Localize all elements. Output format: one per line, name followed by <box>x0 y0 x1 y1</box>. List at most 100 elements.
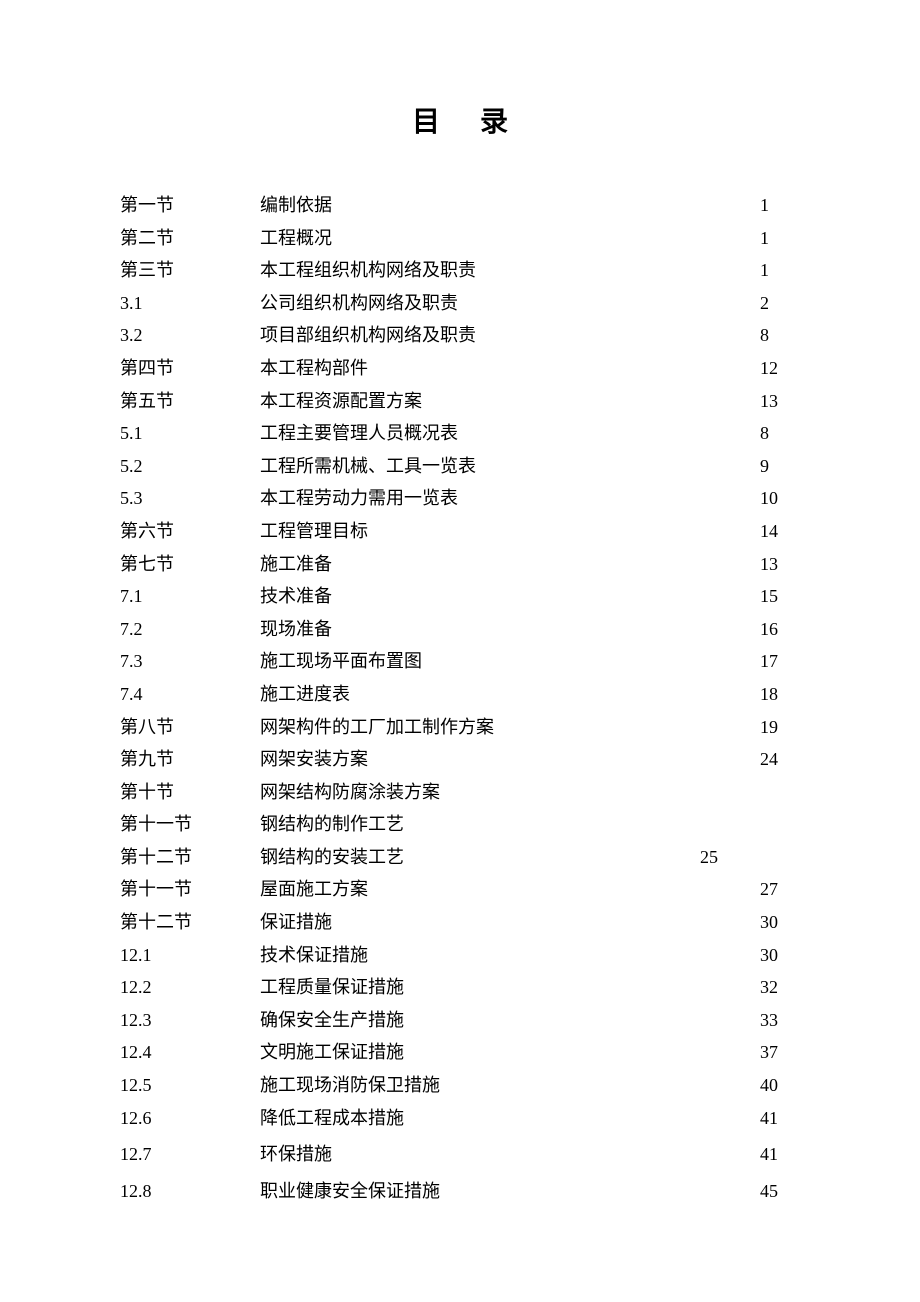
page-title: 目录 <box>120 100 800 140</box>
toc-mid-page <box>700 483 760 514</box>
toc-mid-page <box>700 972 760 1003</box>
toc-entry-title: 保证措施 <box>260 907 700 938</box>
toc-page-number: 1 <box>760 255 800 286</box>
toc-row: 第九节网架安装方案24 <box>120 744 800 775</box>
toc-row: 7.1技术准备15 <box>120 581 800 612</box>
toc-row: 5.2工程所需机械、工具一览表9 <box>120 451 800 482</box>
toc-mid-page <box>700 320 760 351</box>
toc-row: 5.3本工程劳动力需用一览表10 <box>120 483 800 514</box>
toc-entry-title: 职业健康安全保证措施 <box>260 1176 700 1207</box>
toc-entry-title: 施工准备 <box>260 549 700 580</box>
toc-section-number: 12.7 <box>120 1139 260 1170</box>
toc-mid-page <box>700 646 760 677</box>
toc-row: 12.6降低工程成本措施41 <box>120 1103 800 1134</box>
toc-section-number: 7.4 <box>120 679 260 710</box>
toc-mid-page <box>700 451 760 482</box>
toc-mid-page <box>700 1103 760 1134</box>
toc-section-number: 第十节 <box>120 777 260 808</box>
toc-section-number: 12.8 <box>120 1176 260 1207</box>
toc-page-number: 14 <box>760 516 800 547</box>
toc-mid-page <box>700 223 760 254</box>
toc-row: 7.2现场准备16 <box>120 614 800 645</box>
toc-section-number: 第十二节 <box>120 842 260 873</box>
toc-mid-page <box>700 907 760 938</box>
toc-entry-title: 本工程资源配置方案 <box>260 386 700 417</box>
toc-mid-page <box>700 288 760 319</box>
toc-entry-title: 公司组织机构网络及职责 <box>260 288 700 319</box>
toc-mid-page <box>700 353 760 384</box>
toc-row: 第七节施工准备13 <box>120 549 800 580</box>
toc-mid-page <box>700 516 760 547</box>
toc-section-number: 3.1 <box>120 288 260 319</box>
toc-mid-page <box>700 549 760 580</box>
toc-page-number <box>760 842 800 873</box>
toc-mid-page <box>700 874 760 905</box>
toc-row: 第三节本工程组织机构网络及职责 1 <box>120 255 800 286</box>
toc-page-number: 1 <box>760 223 800 254</box>
toc-entry-title: 施工现场平面布置图 <box>260 646 700 677</box>
toc-row: 7.3施工现场平面布置图 17 <box>120 646 800 677</box>
toc-row: 12.8职业健康安全保证措施45 <box>120 1176 800 1207</box>
toc-section-number: 12.5 <box>120 1070 260 1101</box>
toc-page-number: 8 <box>760 320 800 351</box>
toc-page-number: 18 <box>760 679 800 710</box>
toc-mid-page <box>700 1037 760 1068</box>
toc-section-number: 第十一节 <box>120 809 260 840</box>
toc-page-number: 10 <box>760 483 800 514</box>
toc-mid-page <box>700 386 760 417</box>
toc-page-number: 40 <box>760 1070 800 1101</box>
toc-entry-title: 降低工程成本措施 <box>260 1103 700 1134</box>
toc-mid-page <box>700 777 760 808</box>
toc-entry-title: 编制依据 <box>260 190 700 221</box>
toc-section-number: 7.1 <box>120 581 260 612</box>
toc-section-number: 第四节 <box>120 353 260 384</box>
toc-page-number: 32 <box>760 972 800 1003</box>
toc-row: 3.2项目部组织机构网络及职责 8 <box>120 320 800 351</box>
toc-mid-page <box>700 614 760 645</box>
toc-section-number: 第三节 <box>120 255 260 286</box>
toc-row: 第二节工程概况1 <box>120 223 800 254</box>
toc-row: 5.1工程主要管理人员概况表8 <box>120 418 800 449</box>
toc-entry-title: 确保安全生产措施 <box>260 1005 700 1036</box>
toc-mid-page <box>700 1176 760 1207</box>
table-of-contents: 第一节编制依据1第二节工程概况1第三节本工程组织机构网络及职责13.1公司组织机… <box>120 190 800 1206</box>
toc-section-number: 7.3 <box>120 646 260 677</box>
toc-row: 12.4文明施工保证措施37 <box>120 1037 800 1068</box>
toc-page-number: 41 <box>760 1103 800 1134</box>
toc-section-number: 3.2 <box>120 320 260 351</box>
toc-row: 第六节工程管理目标14 <box>120 516 800 547</box>
toc-entry-title: 屋面施工方案 <box>260 874 700 905</box>
toc-entry-title: 本工程组织机构网络及职责 <box>260 255 700 286</box>
toc-mid-page <box>700 679 760 710</box>
toc-mid-page <box>700 809 760 840</box>
toc-entry-title: 工程质量保证措施 <box>260 972 700 1003</box>
toc-row: 12.1技术保证措施30 <box>120 940 800 971</box>
toc-row: 12.3确保安全生产措施33 <box>120 1005 800 1036</box>
toc-entry-title: 项目部组织机构网络及职责 <box>260 320 700 351</box>
toc-section-number: 第六节 <box>120 516 260 547</box>
toc-row: 第五节本工程资源配置方案13 <box>120 386 800 417</box>
toc-row: 第十一节钢结构的制作工艺 <box>120 809 800 840</box>
toc-entry-title: 工程概况 <box>260 223 700 254</box>
toc-row: 12.2工程质量保证措施32 <box>120 972 800 1003</box>
toc-section-number: 12.4 <box>120 1037 260 1068</box>
toc-entry-title: 文明施工保证措施 <box>260 1037 700 1068</box>
toc-page-number: 33 <box>760 1005 800 1036</box>
toc-entry-title: 本工程劳动力需用一览表 <box>260 483 700 514</box>
toc-page-number: 17 <box>760 646 800 677</box>
toc-mid-page <box>700 255 760 286</box>
toc-section-number: 5.1 <box>120 418 260 449</box>
toc-section-number: 第十一节 <box>120 874 260 905</box>
toc-entry-title: 环保措施 <box>260 1139 700 1170</box>
toc-page-number: 24 <box>760 744 800 775</box>
toc-page-number: 16 <box>760 614 800 645</box>
toc-entry-title: 技术保证措施 <box>260 940 700 971</box>
toc-page-number <box>760 809 800 840</box>
toc-page-number: 13 <box>760 386 800 417</box>
toc-page-number: 8 <box>760 418 800 449</box>
toc-section-number: 第七节 <box>120 549 260 580</box>
toc-page-number: 12 <box>760 353 800 384</box>
toc-entry-title: 施工进度表 <box>260 679 700 710</box>
toc-page-number: 19 <box>760 712 800 743</box>
toc-section-number: 7.2 <box>120 614 260 645</box>
